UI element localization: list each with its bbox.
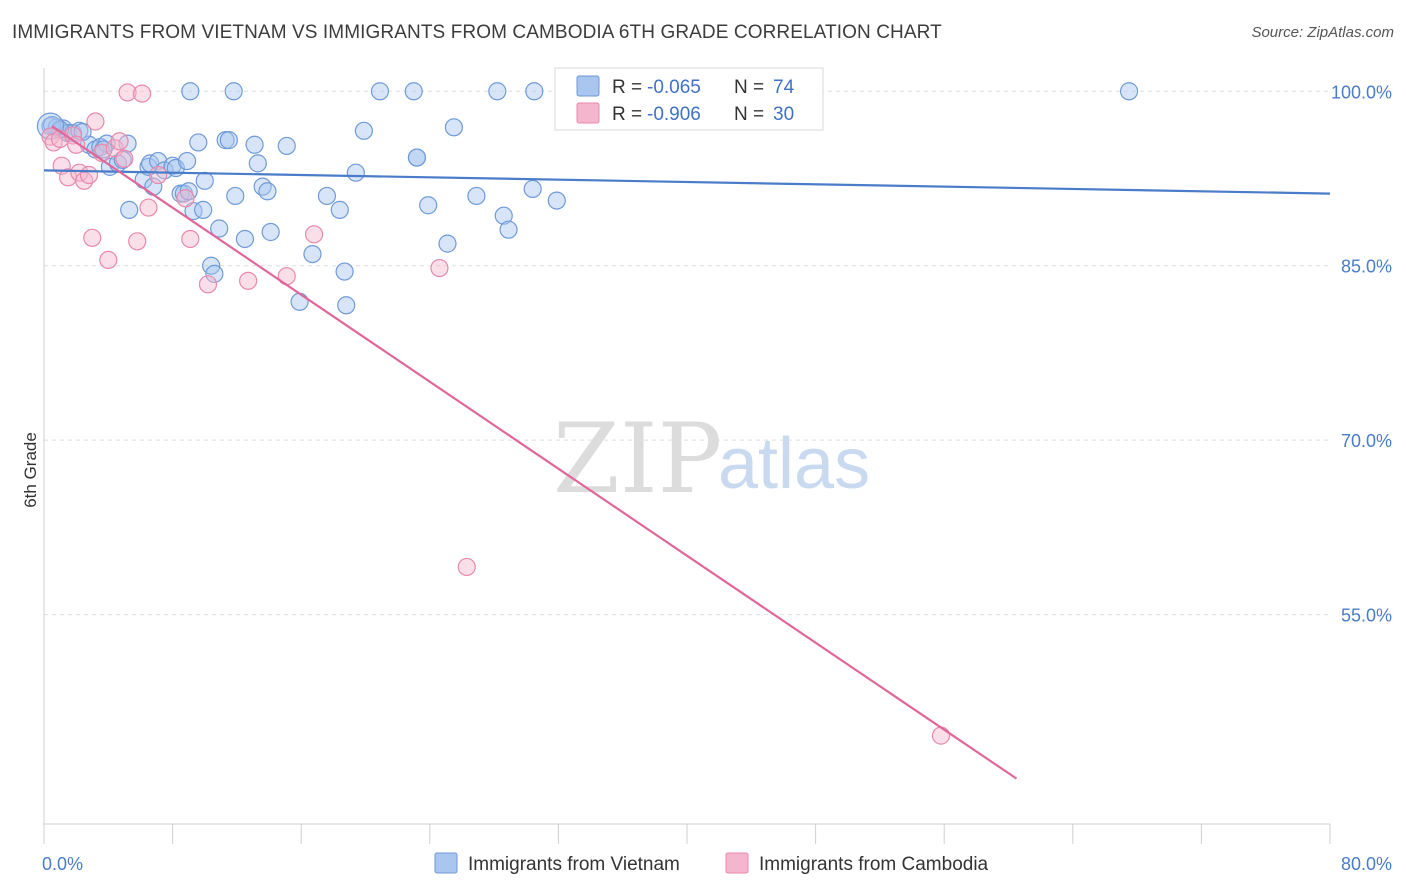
y-tick-label: 100.0%: [1331, 82, 1392, 102]
legend-n-value-blue: 74: [773, 77, 795, 98]
watermark-zip: ZIP: [553, 403, 722, 515]
point-vietnam: [525, 82, 544, 101]
series-cambodia: [41, 83, 951, 745]
point-vietnam: [210, 219, 229, 238]
tick-labels: 100.0% 85.0% 70.0% 55.0% 0.0% 80.0%: [42, 82, 1392, 874]
point-cambodia: [198, 275, 218, 294]
point-cambodia: [86, 112, 105, 131]
bottom-legend-swatch-blue: [434, 852, 458, 874]
point-vietnam: [224, 82, 243, 101]
point-cambodia: [83, 228, 102, 247]
point-vietnam: [205, 264, 224, 283]
chart-source: Source: ZipAtlas.com: [1251, 24, 1394, 41]
point-vietnam: [438, 234, 457, 253]
point-cambodia: [115, 149, 134, 168]
y-tick-label: 55.0%: [1341, 606, 1392, 626]
point-vietnam: [149, 151, 168, 171]
point-vietnam: [258, 182, 277, 201]
bottom-legend: Immigrants from Vietnam Immigrants from …: [434, 852, 989, 875]
axes: [43, 68, 1331, 844]
legend-swatch-pink: [576, 102, 600, 124]
point-vietnam: [261, 222, 280, 242]
legend-r-label-pink: R =: [612, 104, 642, 125]
point-cambodia: [430, 258, 449, 278]
trend-line-cambodia: [51, 125, 1018, 780]
point-vietnam: [120, 200, 139, 219]
point-vietnam: [337, 296, 356, 315]
point-vietnam: [219, 131, 238, 150]
point-vietnam: [488, 82, 507, 101]
legend-r-label-blue: R =: [612, 77, 642, 98]
y-axis-label: 6th Grade: [21, 432, 40, 508]
point-vietnam: [303, 244, 322, 264]
legend-n-label-blue: N =: [734, 77, 764, 98]
point-vietnam: [277, 136, 296, 156]
point-vietnam: [317, 186, 337, 206]
legend-n-value-pink: 30: [773, 104, 794, 125]
point-vietnam: [163, 156, 182, 175]
point-cambodia: [181, 229, 200, 249]
point-vietnam-large: [36, 112, 65, 140]
point-vietnam: [177, 151, 197, 171]
bottom-legend-label-blue: Immigrants from Vietnam: [468, 854, 680, 875]
point-cambodia: [931, 726, 951, 745]
legend-r-value-pink: -0.906: [647, 104, 701, 125]
point-vietnam: [419, 196, 438, 215]
bottom-legend-swatch-pink: [725, 852, 749, 874]
point-cambodia: [99, 250, 118, 270]
point-vietnam: [290, 292, 309, 311]
point-vietnam: [226, 186, 245, 206]
point-cambodia: [128, 232, 147, 251]
point-vietnam: [245, 135, 264, 154]
point-vietnam: [248, 154, 267, 173]
watermark: ZIP atlas: [553, 403, 870, 515]
bottom-legend-label-pink: Immigrants from Cambodia: [759, 854, 989, 875]
point-cambodia: [176, 189, 195, 208]
x-tick-label: 0.0%: [42, 854, 83, 874]
legend-n-label-pink: N =: [734, 104, 764, 125]
point-vietnam: [189, 133, 208, 152]
point-vietnam: [335, 262, 354, 281]
point-vietnam: [547, 191, 566, 210]
point-vietnam: [184, 201, 203, 221]
y-tick-label: 70.0%: [1341, 431, 1392, 451]
point-vietnam: [330, 200, 349, 219]
point-vietnam: [370, 82, 390, 101]
point-vietnam: [467, 186, 486, 206]
watermark-atlas: atlas: [718, 424, 870, 504]
point-vietnam: [195, 171, 214, 190]
legend-box: R = -0.065 N = 74 R = -0.906 N = 30: [554, 67, 824, 131]
point-cambodia: [239, 271, 258, 290]
point-vietnam: [444, 118, 464, 137]
legend-swatch-blue: [576, 75, 600, 97]
trend-lines: [43, 125, 1331, 780]
legend-r-value-blue: -0.065: [647, 77, 701, 98]
point-vietnam: [499, 220, 518, 239]
point-cambodia: [149, 165, 168, 185]
point-vietnam: [181, 82, 200, 101]
point-vietnam: [494, 206, 513, 225]
point-vietnam: [407, 148, 427, 167]
point-vietnam: [235, 229, 255, 249]
point-cambodia: [139, 198, 158, 217]
point-vietnam: [354, 121, 373, 140]
chart-title: IMMIGRANTS FROM VIETNAM VS IMMIGRANTS FR…: [12, 22, 942, 43]
point-vietnam: [194, 200, 213, 219]
point-cambodia: [132, 84, 152, 103]
point-cambodia: [457, 557, 476, 577]
point-vietnam: [404, 82, 423, 101]
y-tick-label: 85.0%: [1341, 257, 1392, 277]
point-vietnam: [1119, 82, 1139, 101]
point-cambodia: [304, 225, 324, 244]
point-cambodia: [75, 171, 94, 190]
point-cambodia: [110, 132, 129, 151]
x-tick-label: 80.0%: [1341, 854, 1392, 874]
trend-line-vietnam: [43, 169, 1331, 195]
point-cambodia: [79, 165, 99, 185]
point-vietnam: [346, 163, 365, 182]
point-vietnam: [523, 179, 542, 199]
grid: [44, 90, 1330, 616]
point-cambodia: [118, 83, 137, 102]
